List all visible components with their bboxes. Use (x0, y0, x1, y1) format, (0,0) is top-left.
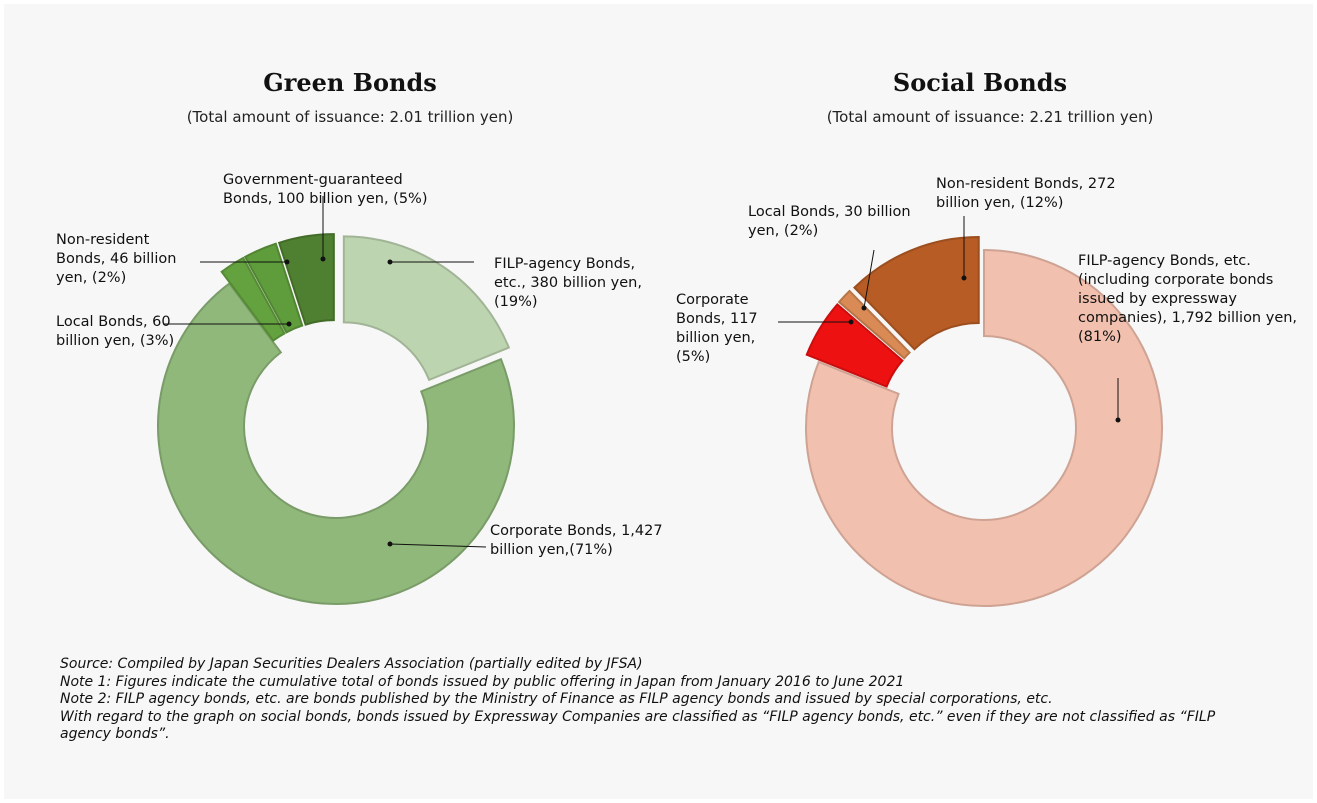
leader-green-non-resident-dot (284, 259, 290, 265)
green-slice-corporate-bonds (157, 282, 515, 605)
green-slice-non-resident-bonds (220, 256, 286, 342)
footnote-source: Source: Compiled by Japan Securities Dea… (60, 656, 643, 672)
social-bonds-donut (805, 236, 1163, 607)
figure-panel: Green Bonds (Total amount of issuance: 2… (4, 4, 1313, 799)
social-label-corporate: Corporate Bonds, 117 billion yen, (5%) (676, 292, 758, 365)
social-bonds-title: Social Bonds (892, 68, 1068, 97)
green-label-local: Local Bonds, 60 billion yen, (3%) (56, 314, 175, 349)
social-slice-non-resident-bonds (853, 236, 980, 351)
leader-social-local (863, 249, 875, 309)
green-label-filp-agency: FILP-agency Bonds, etc., 380 billion yen… (494, 256, 642, 310)
social-bonds-subtitle: (Total amount of issuance: 2.21 trillion… (826, 108, 1154, 126)
footnote-note3: With regard to the graph on social bonds… (60, 708, 1216, 743)
footnote-note2: Note 2: FILP agency bonds, etc. are bond… (60, 691, 1053, 707)
leader-social-non-resident-dot (961, 275, 967, 281)
green-slice-filp-agency-bonds-etc (342, 235, 511, 382)
leader-lines (164, 196, 1121, 548)
green-label-non-resident: Non-resident Bonds, 46 billion yen, (2%) (56, 232, 177, 286)
green-slice-local-bonds (243, 242, 304, 334)
green-label-government-guaranteed: Government-guaranteed Bonds, 100 billion… (223, 172, 428, 207)
leader-social-filp-dot (1115, 417, 1121, 423)
social-slice-filp-agency-bonds-etc (805, 248, 1163, 607)
green-bonds-donut (157, 233, 515, 605)
leader-green-government-dot (320, 256, 326, 262)
green-bonds-subtitle: (Total amount of issuance: 2.01 trillion… (186, 108, 514, 126)
social-label-filp-agency: FILP-agency Bonds, etc. (including corpo… (1078, 253, 1298, 345)
social-label-non-resident: Non-resident Bonds, 272 billion yen, (12… (936, 176, 1116, 211)
footnotes: Source: Compiled by Japan Securities Dea… (60, 656, 1270, 744)
green-label-corporate: Corporate Bonds, 1,427 billion yen,(71%) (490, 523, 663, 558)
footnote-note1: Note 1: Figures indicate the cumulative … (60, 673, 905, 690)
leader-social-local-dot (861, 305, 867, 311)
leader-green-filp-dot (387, 259, 393, 265)
donut-charts-svg (157, 196, 1163, 607)
green-bonds-title: Green Bonds (263, 68, 437, 97)
leader-social-corporate-dot (848, 319, 854, 325)
leader-green-corporate (389, 543, 487, 548)
social-slice-corporate-bonds (805, 302, 904, 388)
green-slice-government-guaranteed-bonds (277, 233, 335, 326)
social-slice-local-bonds (837, 289, 911, 360)
leader-green-local-dot (286, 321, 292, 327)
leader-green-corporate-dot (387, 541, 393, 547)
social-label-local: Local Bonds, 30 billion yen, (2%) (748, 204, 911, 239)
